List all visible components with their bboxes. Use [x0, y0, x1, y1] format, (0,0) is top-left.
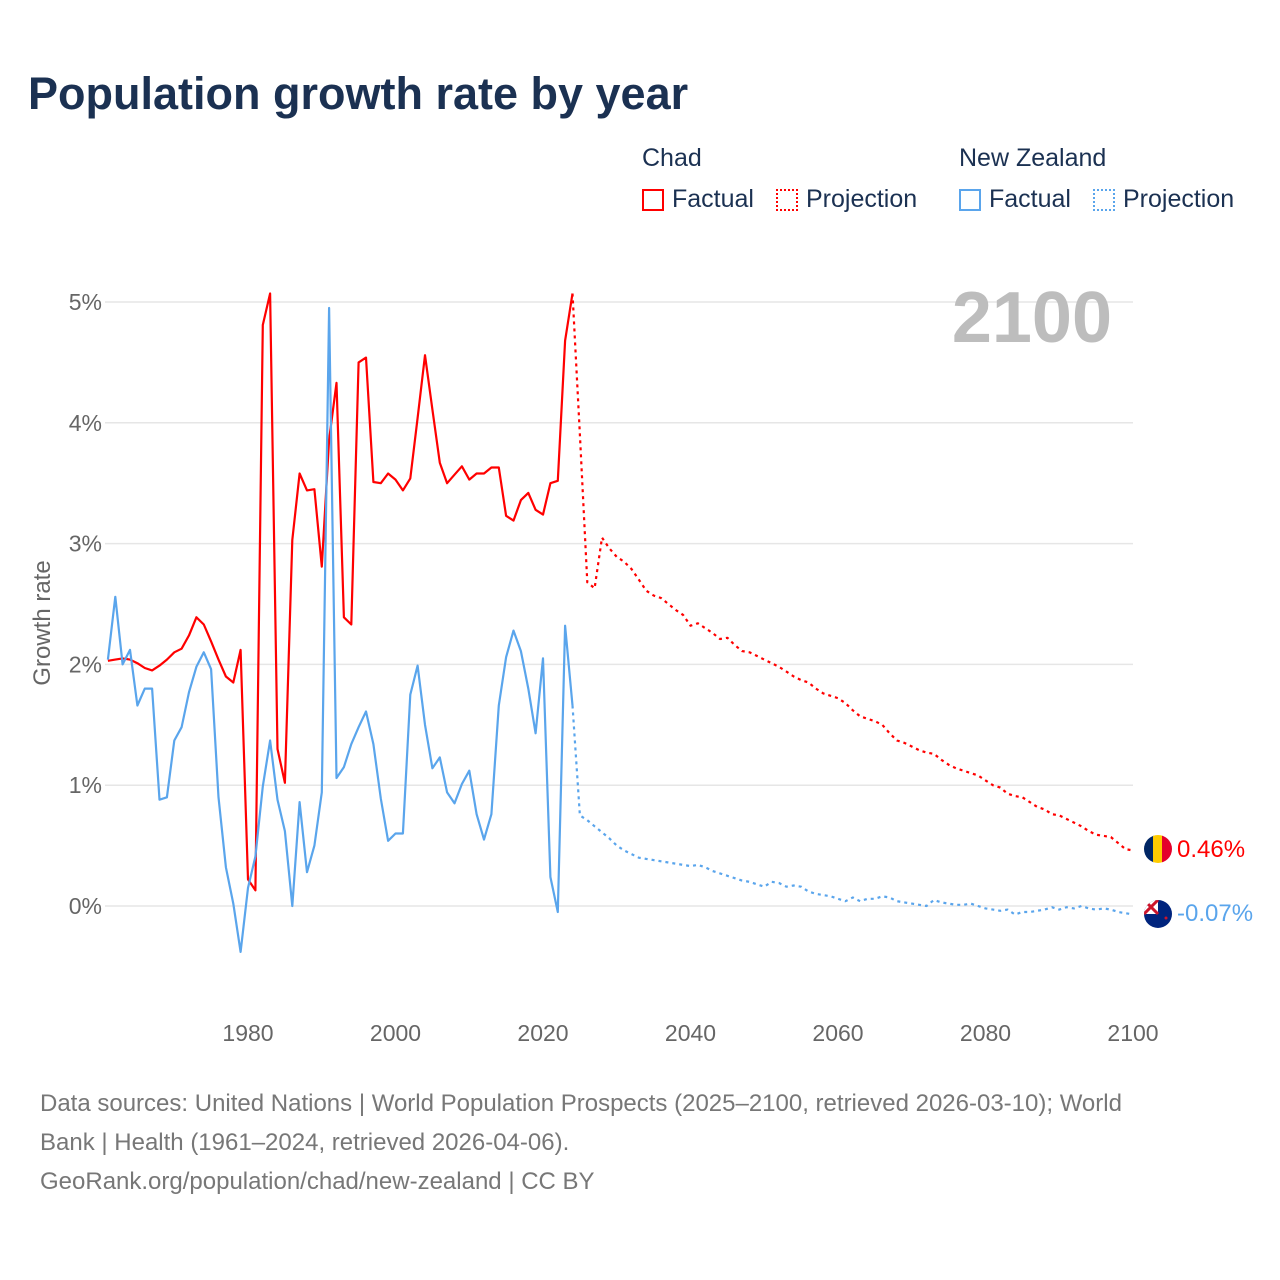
y-tick-label: 2% [69, 651, 102, 677]
new-zealand-factual-line [106, 306, 574, 954]
chart-title: Population growth rate by year [28, 68, 689, 119]
x-tick-label: 2040 [665, 1020, 716, 1046]
footer-sources-1: Data sources: United Nations | World Pop… [40, 1090, 1122, 1117]
legend-chad-factual[interactable]: Factual [642, 185, 754, 214]
x-tick-label: 2100 [1107, 1020, 1158, 1046]
new-zealand-flag-icon [1144, 900, 1172, 928]
legend-label: Factual [989, 185, 1071, 213]
footer-sources-2: Bank | Health (1961–2024, retrieved 2026… [40, 1129, 570, 1156]
footer-attribution[interactable]: GeoRank.org/population/chad/new-zealand … [40, 1168, 595, 1195]
chad-flag-icon [1144, 835, 1172, 863]
chad-projection-line [571, 293, 1134, 852]
x-tick-label: 2060 [812, 1020, 863, 1046]
y-tick-label: 0% [69, 893, 102, 919]
x-tick-label: 2000 [370, 1020, 421, 1046]
legend-swatch-solid [642, 188, 664, 211]
legend-label: Projection [806, 185, 918, 213]
y-axis-label: Growth rate [29, 560, 56, 685]
legend-group-chad: Chad [642, 144, 702, 172]
x-tick-label: 1980 [222, 1020, 273, 1046]
y-tick-label: 1% [69, 772, 102, 798]
y-tick-label: 4% [69, 410, 102, 436]
nz-end-label: -0.07% [1177, 900, 1253, 927]
legend-swatch-solid [959, 188, 981, 211]
legend-label: Projection [1123, 185, 1235, 213]
y-tick-label: 3% [69, 531, 102, 557]
chad-end-label: 0.46% [1177, 836, 1245, 863]
x-tick-label: 2080 [960, 1020, 1011, 1046]
legend-nz-factual[interactable]: Factual [959, 185, 1071, 214]
legend-nz-projection[interactable]: Projection [1093, 185, 1234, 214]
legend-chad-projection[interactable]: Projection [776, 185, 917, 214]
x-tick-label: 2020 [517, 1020, 568, 1046]
year-display: 2100 [952, 278, 1112, 358]
y-tick-label: 5% [69, 289, 102, 315]
new-zealand-projection-line [571, 705, 1134, 916]
legend-group-nz: New Zealand [959, 144, 1107, 172]
legend-swatch-dotted [1093, 188, 1115, 211]
legend-label: Factual [672, 185, 754, 213]
chad-factual-line [107, 292, 574, 892]
legend-swatch-dotted [776, 188, 798, 211]
